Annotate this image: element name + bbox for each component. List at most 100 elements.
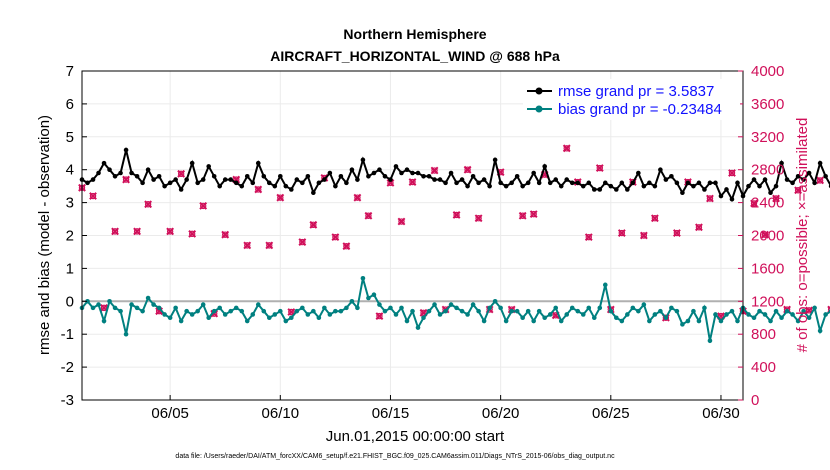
rmse-point bbox=[762, 177, 768, 182]
rmse-point bbox=[459, 177, 465, 182]
bias-point bbox=[151, 302, 156, 307]
left-y-axis: -3 -2 -1 0 1 2 3 4 5 6 7 bbox=[61, 63, 87, 409]
bias-point bbox=[360, 275, 366, 281]
bias-point bbox=[514, 308, 520, 314]
rmse-point bbox=[300, 180, 305, 186]
bias-point bbox=[702, 305, 707, 311]
obs-o-marker bbox=[409, 178, 416, 186]
left-tick-label: 0 bbox=[66, 293, 74, 310]
bias-point bbox=[200, 302, 206, 307]
bias-point bbox=[448, 302, 454, 307]
rmse-point bbox=[509, 180, 514, 186]
x-tick-label: 06/15 bbox=[372, 405, 410, 422]
obs-o-marker bbox=[717, 312, 725, 320]
obs-o-marker bbox=[596, 164, 603, 172]
obs-o-marker bbox=[89, 192, 97, 200]
rmse-point bbox=[520, 183, 525, 189]
obs-o-marker bbox=[618, 229, 626, 237]
obs-o-marker bbox=[475, 215, 482, 222]
rmse-point bbox=[184, 177, 189, 182]
rmse-point bbox=[784, 177, 790, 182]
bias-point bbox=[724, 312, 729, 317]
x-axis-label: Jun.01,2015 00:00:00 start bbox=[326, 428, 505, 445]
obs-count-marker bbox=[221, 230, 230, 239]
bias-point bbox=[696, 318, 702, 324]
bias-point bbox=[751, 315, 757, 321]
obs-o-marker bbox=[728, 169, 736, 177]
bias-point bbox=[652, 312, 658, 317]
rmse-point bbox=[575, 180, 581, 186]
rmse-point bbox=[525, 180, 531, 186]
rmse-point bbox=[817, 160, 823, 166]
obs-count-marker bbox=[529, 210, 538, 219]
rmse-point bbox=[366, 173, 371, 179]
rmse-point bbox=[206, 164, 211, 169]
bias-point bbox=[206, 315, 211, 321]
bias-point bbox=[217, 305, 223, 311]
bias-point bbox=[311, 308, 316, 314]
bias-point bbox=[525, 308, 531, 314]
bias-point bbox=[118, 308, 123, 314]
obs-count-marker bbox=[761, 230, 769, 239]
obs-o-marker bbox=[199, 202, 207, 210]
bias-point bbox=[211, 308, 217, 314]
bias-point bbox=[388, 305, 393, 311]
bias-point bbox=[382, 308, 388, 314]
bias-point bbox=[812, 305, 817, 311]
bias-point bbox=[90, 305, 96, 311]
bias-point bbox=[421, 315, 426, 321]
obs-count-marker bbox=[397, 217, 406, 226]
bias-point bbox=[300, 305, 305, 311]
bias-point bbox=[520, 315, 525, 321]
rmse-point bbox=[602, 180, 608, 186]
data-file-footer: data file: /Users/raeder/DAI/ATM_forcXX/… bbox=[175, 453, 615, 460]
obs-count-marker bbox=[166, 227, 175, 236]
rmse-point bbox=[112, 173, 118, 179]
rmse-point bbox=[118, 170, 123, 176]
obs-count-marker bbox=[342, 242, 351, 251]
obs-count-marker bbox=[309, 220, 318, 229]
obs-o-marker bbox=[111, 228, 119, 235]
bias-point bbox=[597, 305, 603, 311]
bias-point bbox=[806, 315, 812, 321]
bias-point bbox=[305, 312, 311, 317]
legend-rmse-label: rmse grand pr = 3.5837 bbox=[558, 83, 714, 100]
bias-point bbox=[536, 308, 542, 314]
bias-point bbox=[255, 302, 261, 307]
rmse-point bbox=[514, 173, 520, 179]
rmse-point bbox=[437, 177, 443, 182]
rmse-point bbox=[691, 183, 696, 189]
right-tick-label: 400 bbox=[751, 359, 776, 376]
rmse-point bbox=[90, 177, 96, 182]
bias-point bbox=[470, 302, 476, 307]
bias-point bbox=[233, 305, 239, 311]
bias-point bbox=[658, 308, 663, 314]
rmse-point bbox=[233, 180, 239, 186]
rmse-point bbox=[101, 160, 107, 166]
obs-count-marker bbox=[177, 169, 186, 178]
obs-o-marker bbox=[244, 242, 251, 249]
right-y-axis-label: # of obs: o=possible; ×=assimilated bbox=[794, 118, 811, 353]
bias-point bbox=[586, 305, 592, 311]
obs-count-marker bbox=[672, 229, 681, 237]
bias-point bbox=[426, 308, 432, 314]
bias-point bbox=[762, 312, 768, 317]
obs-count-marker bbox=[408, 178, 417, 186]
rmse-point bbox=[443, 180, 448, 186]
bias-point bbox=[162, 312, 167, 317]
obs-count-marker bbox=[639, 231, 648, 240]
rmse-point bbox=[702, 187, 707, 192]
rmse-point bbox=[255, 160, 261, 166]
rmse-point bbox=[178, 187, 184, 192]
left-tick-label: 3 bbox=[66, 195, 74, 212]
rmse-point bbox=[498, 180, 503, 186]
rmse-point bbox=[360, 157, 366, 163]
rmse-point bbox=[558, 183, 564, 189]
bias-point bbox=[459, 308, 465, 314]
obs-count-marker bbox=[144, 200, 153, 209]
rmse-point bbox=[327, 170, 333, 176]
rmse-point bbox=[812, 180, 817, 186]
bias-point bbox=[338, 308, 344, 314]
rmse-point bbox=[311, 190, 316, 196]
left-y-axis-label: rmse and bias (model - observation) bbox=[36, 115, 53, 355]
